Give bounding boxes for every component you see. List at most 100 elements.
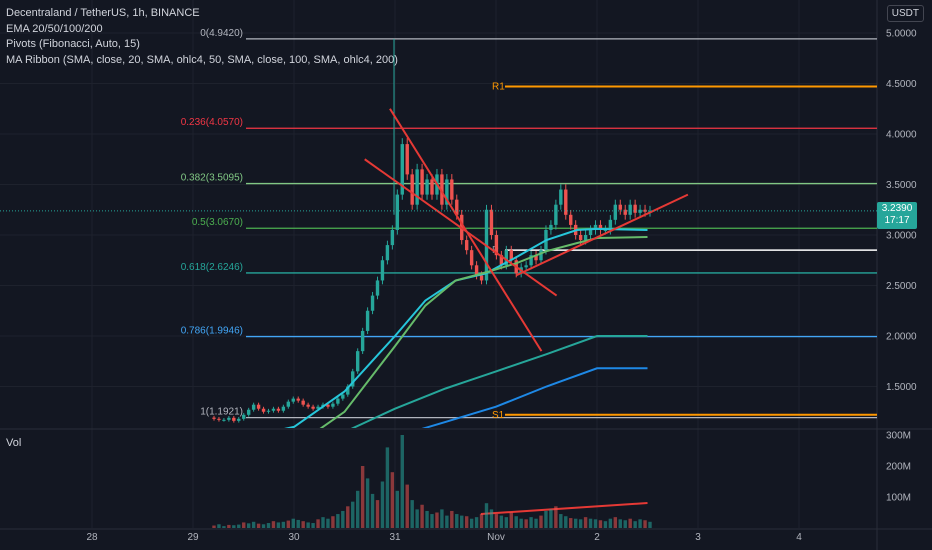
indicator-ma-ribbon[interactable]: MA Ribbon (SMA, close, 20, SMA, ohlc4, 5…: [6, 53, 398, 66]
candle-body: [306, 404, 310, 407]
candle-body: [395, 194, 400, 230]
candle-body: [341, 394, 345, 399]
candle-body: [291, 398, 295, 402]
candle-body: [455, 199, 459, 215]
volume-bar: [519, 518, 523, 528]
time-tick-label: 28: [86, 532, 98, 543]
time-tick-label: 30: [288, 532, 300, 543]
candle-body: [593, 224, 598, 230]
candle-body: [217, 418, 221, 420]
chart-legend: Decentraland / TetherUS, 1h, BINANCE EMA…: [6, 6, 398, 68]
volume-bar: [237, 524, 241, 528]
candle-body: [529, 255, 533, 266]
volume-bar: [405, 484, 409, 528]
candle-body: [370, 295, 375, 311]
volume-bar: [355, 490, 360, 528]
candle-body: [578, 235, 583, 241]
fib-level-label: 0.786(1.9946): [181, 326, 243, 337]
price-tick-label: 3.5000: [886, 180, 917, 191]
candle-body: [311, 406, 315, 409]
candle-body: [603, 229, 608, 231]
volume-bar: [261, 524, 266, 528]
fib-level-label: 0(4.9420): [200, 28, 243, 39]
candle-body: [474, 265, 479, 276]
candle-body: [613, 204, 618, 220]
indicator-pivots[interactable]: Pivots (Fibonacci, Auto, 15): [6, 38, 140, 51]
candle-body: [479, 275, 484, 281]
candle-body: [509, 250, 513, 261]
volume-bar: [569, 518, 573, 528]
candle-body: [564, 189, 568, 215]
volume-tick-label: 100M: [886, 493, 911, 504]
volume-bar: [212, 525, 216, 528]
volume-bar: [603, 521, 608, 528]
volume-bar: [351, 501, 355, 528]
candle-body: [608, 219, 613, 230]
volume-bar: [311, 523, 315, 528]
trendline: [364, 158, 558, 297]
indicator-ema[interactable]: EMA 20/50/100/200: [6, 22, 103, 35]
candle-body: [469, 250, 474, 266]
volume-bar: [544, 510, 548, 528]
volume-bar: [420, 504, 424, 528]
volume-bar: [593, 519, 598, 528]
volume-bar: [336, 514, 340, 528]
last-price-tag: 3.2390 17:17: [877, 202, 917, 229]
volume-bar: [504, 517, 509, 528]
volume-bar: [326, 518, 330, 528]
ema-line: [284, 227, 648, 428]
candle-body: [588, 229, 593, 235]
candle-body: [430, 179, 434, 195]
fib-level-label: 0.382(3.5095): [181, 173, 243, 184]
candle-body: [355, 351, 360, 372]
trendline: [515, 193, 689, 277]
time-tick-label: 4: [796, 532, 802, 543]
candle-body: [256, 404, 261, 409]
volume-bar: [514, 516, 518, 528]
volume-bar: [291, 518, 295, 528]
price-tick-label: 1.5000: [886, 382, 917, 393]
volume-bar: [559, 514, 563, 528]
symbol-title[interactable]: Decentraland / TetherUS, 1h, BINANCE: [6, 7, 200, 19]
volume-bar: [227, 524, 231, 528]
candle-body: [266, 410, 271, 412]
volume-bar: [638, 519, 642, 528]
volume-bar: [232, 525, 236, 528]
volume-bar: [489, 509, 494, 528]
candle-body: [489, 209, 494, 235]
candle-body: [365, 310, 370, 331]
candle-body: [415, 169, 419, 205]
volume-bar: [509, 512, 513, 528]
candle-body: [316, 406, 320, 409]
volume-label[interactable]: Vol: [6, 437, 22, 449]
volume-bar: [321, 517, 325, 528]
candle-body: [222, 419, 226, 421]
candle-body: [504, 250, 509, 266]
volume-bar: [484, 503, 489, 528]
volume-bar: [440, 509, 444, 528]
volume-bar: [296, 519, 300, 528]
last-price-value: 3.2390: [881, 203, 913, 214]
volume-bar: [346, 506, 350, 528]
volume-bar: [246, 523, 251, 528]
candle-body: [524, 265, 528, 268]
candle-body: [286, 401, 291, 407]
volume-bar: [276, 522, 281, 528]
price-tick-label: 5.0000: [886, 29, 917, 40]
currency-badge[interactable]: USDT: [886, 5, 924, 22]
volume-bar: [549, 509, 553, 528]
candle-body: [385, 245, 390, 261]
ema-line: [421, 367, 648, 428]
volume-bar: [573, 518, 578, 528]
volume-bar: [301, 521, 305, 528]
candle-body: [410, 174, 414, 205]
price-tick-label: 4.5000: [886, 79, 917, 90]
candle-body: [633, 204, 637, 213]
volume-bar: [613, 517, 618, 528]
candle-body: [499, 255, 504, 266]
volume-bar: [395, 490, 400, 528]
volume-bar: [365, 478, 370, 528]
volume-bar: [316, 519, 320, 528]
volume-tick-label: 300M: [886, 431, 911, 442]
